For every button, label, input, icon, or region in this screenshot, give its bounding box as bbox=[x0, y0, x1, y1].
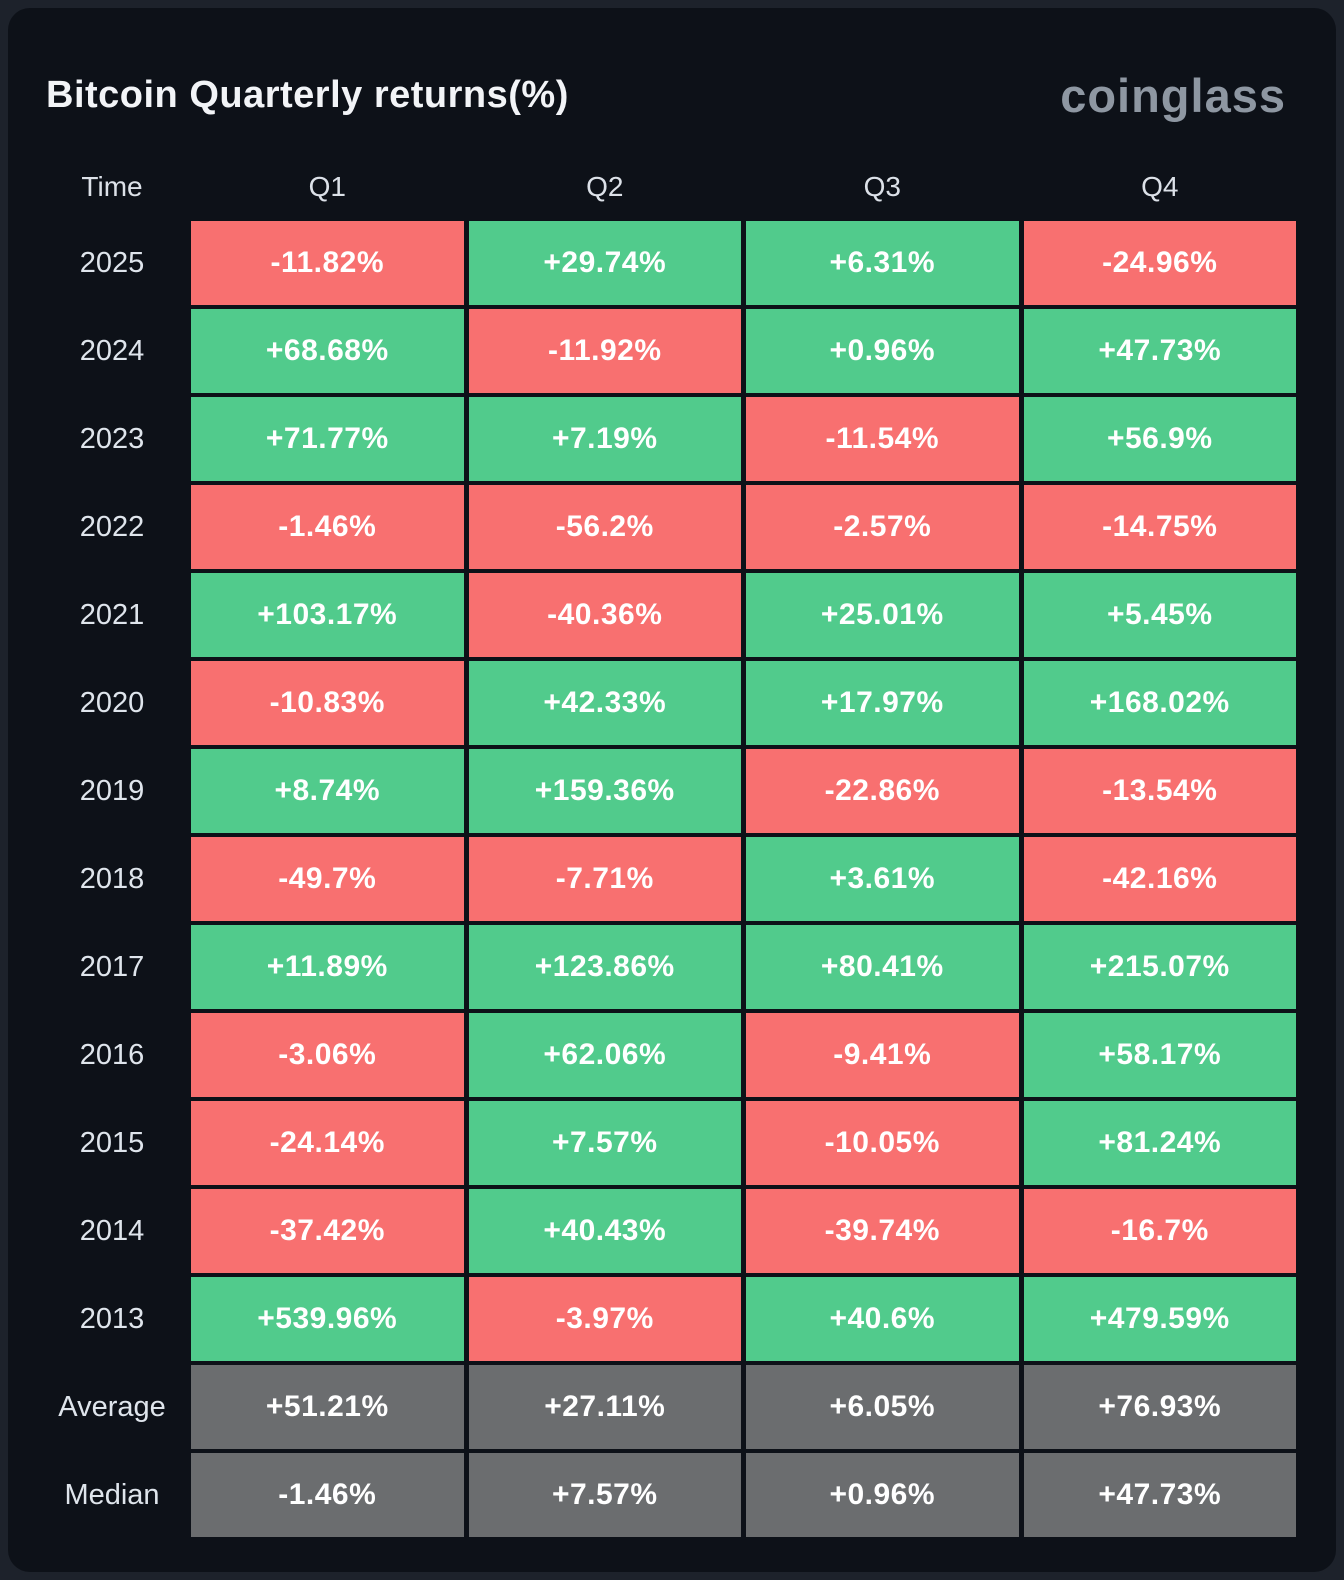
row-label-2015: 2015 bbox=[79, 1126, 145, 1159]
column-header-q4: Q4 bbox=[1141, 171, 1179, 202]
return-cell-2014-q2: +40.43% bbox=[468, 1189, 741, 1273]
row-label-2016: 2016 bbox=[79, 1038, 145, 1071]
return-cell-2023-q1: +71.77% bbox=[191, 397, 464, 481]
row-label-2022: 2022 bbox=[79, 510, 145, 543]
return-cell-2020-q1: -10.83% bbox=[191, 661, 464, 745]
return-cell-2016-q2: +62.06% bbox=[468, 1013, 741, 1097]
row-label-2013: 2013 bbox=[79, 1302, 145, 1335]
return-cell-2014-q4: -16.7% bbox=[1023, 1189, 1296, 1273]
column-header-q1: Q1 bbox=[308, 171, 346, 202]
return-cell-median-q1: -1.46% bbox=[191, 1453, 464, 1537]
return-cell-median-q4: +47.73% bbox=[1023, 1453, 1296, 1537]
column-header-time: Time bbox=[81, 171, 143, 202]
return-cell-2024-q4: +47.73% bbox=[1023, 309, 1296, 393]
return-cell-2018-q4: -42.16% bbox=[1023, 837, 1296, 921]
return-cell-2024-q3: +0.96% bbox=[746, 309, 1019, 393]
return-cell-2022-q2: -56.2% bbox=[468, 485, 741, 569]
card-header: Bitcoin Quarterly returns(%) coinglass bbox=[38, 68, 1296, 123]
return-cell-2021-q1: +103.17% bbox=[191, 573, 464, 657]
return-cell-average-q2: +27.11% bbox=[468, 1365, 741, 1449]
row-label-average: Average bbox=[58, 1390, 166, 1423]
page-title: Bitcoin Quarterly returns(%) bbox=[46, 74, 569, 116]
return-cell-2016-q3: -9.41% bbox=[746, 1013, 1019, 1097]
return-cell-median-q2: +7.57% bbox=[468, 1453, 741, 1537]
quarterly-returns-table: Time Q1 Q2 Q3 Q4 2025 -11.82% +29.74% +6.31% -24.… bbox=[38, 157, 1296, 1537]
return-cell-2013-q2: -3.97% bbox=[468, 1277, 741, 1361]
return-cell-2017-q3: +80.41% bbox=[746, 925, 1019, 1009]
return-cell-average-q4: +76.93% bbox=[1023, 1365, 1296, 1449]
return-cell-2019-q1: +8.74% bbox=[191, 749, 464, 833]
return-cell-2014-q3: -39.74% bbox=[746, 1189, 1019, 1273]
return-cell-2015-q4: +81.24% bbox=[1023, 1101, 1296, 1185]
row-label-2018: 2018 bbox=[79, 862, 145, 895]
return-cell-2015-q3: -10.05% bbox=[746, 1101, 1019, 1185]
return-cell-2023-q3: -11.54% bbox=[746, 397, 1019, 481]
return-cell-average-q1: +51.21% bbox=[191, 1365, 464, 1449]
return-cell-2022-q1: -1.46% bbox=[191, 485, 464, 569]
return-cell-2022-q4: -14.75% bbox=[1023, 485, 1296, 569]
return-cell-2015-q2: +7.57% bbox=[468, 1101, 741, 1185]
return-cell-2017-q2: +123.86% bbox=[468, 925, 741, 1009]
return-cell-2018-q1: -49.7% bbox=[191, 837, 464, 921]
return-cell-2013-q3: +40.6% bbox=[746, 1277, 1019, 1361]
return-cell-2017-q4: +215.07% bbox=[1023, 925, 1296, 1009]
return-cell-2015-q1: -24.14% bbox=[191, 1101, 464, 1185]
row-label-2014: 2014 bbox=[79, 1214, 145, 1247]
row-label-2023: 2023 bbox=[79, 422, 145, 455]
row-label-2019: 2019 bbox=[79, 774, 145, 807]
row-label-median: Median bbox=[64, 1478, 160, 1511]
return-cell-2016-q1: -3.06% bbox=[191, 1013, 464, 1097]
return-cell-2014-q1: -37.42% bbox=[191, 1189, 464, 1273]
coinglass-logo: coinglass bbox=[1060, 69, 1286, 122]
row-label-2025: 2025 bbox=[79, 246, 145, 279]
return-cell-2023-q2: +7.19% bbox=[468, 397, 741, 481]
return-cell-2013-q1: +539.96% bbox=[191, 1277, 464, 1361]
return-cell-2018-q3: +3.61% bbox=[746, 837, 1019, 921]
return-cell-2025-q1: -11.82% bbox=[191, 221, 464, 305]
return-cell-2024-q1: +68.68% bbox=[191, 309, 464, 393]
row-label-2020: 2020 bbox=[79, 686, 145, 719]
return-cell-2025-q2: +29.74% bbox=[468, 221, 741, 305]
return-cell-2020-q2: +42.33% bbox=[468, 661, 741, 745]
return-cell-2021-q2: -40.36% bbox=[468, 573, 741, 657]
return-cell-2025-q4: -24.96% bbox=[1023, 221, 1296, 305]
return-cell-2025-q3: +6.31% bbox=[746, 221, 1019, 305]
column-header-q2: Q2 bbox=[586, 171, 624, 202]
return-cell-2018-q2: -7.71% bbox=[468, 837, 741, 921]
row-label-2021: 2021 bbox=[79, 598, 145, 631]
column-header-q3: Q3 bbox=[863, 171, 901, 202]
return-cell-2013-q4: +479.59% bbox=[1023, 1277, 1296, 1361]
row-label-2017: 2017 bbox=[79, 950, 145, 983]
return-cell-2021-q3: +25.01% bbox=[746, 573, 1019, 657]
return-cell-2024-q2: -11.92% bbox=[468, 309, 741, 393]
return-cell-2021-q4: +5.45% bbox=[1023, 573, 1296, 657]
return-cell-2020-q4: +168.02% bbox=[1023, 661, 1296, 745]
returns-card: Bitcoin Quarterly returns(%) coinglass T… bbox=[8, 8, 1336, 1572]
return-cell-2019-q2: +159.36% bbox=[468, 749, 741, 833]
return-cell-2019-q4: -13.54% bbox=[1023, 749, 1296, 833]
return-cell-2019-q3: -22.86% bbox=[746, 749, 1019, 833]
return-cell-median-q3: +0.96% bbox=[746, 1453, 1019, 1537]
return-cell-average-q3: +6.05% bbox=[746, 1365, 1019, 1449]
return-cell-2022-q3: -2.57% bbox=[746, 485, 1019, 569]
return-cell-2023-q4: +56.9% bbox=[1023, 397, 1296, 481]
row-label-2024: 2024 bbox=[79, 334, 145, 367]
return-cell-2020-q3: +17.97% bbox=[746, 661, 1019, 745]
return-cell-2017-q1: +11.89% bbox=[191, 925, 464, 1009]
return-cell-2016-q4: +58.17% bbox=[1023, 1013, 1296, 1097]
